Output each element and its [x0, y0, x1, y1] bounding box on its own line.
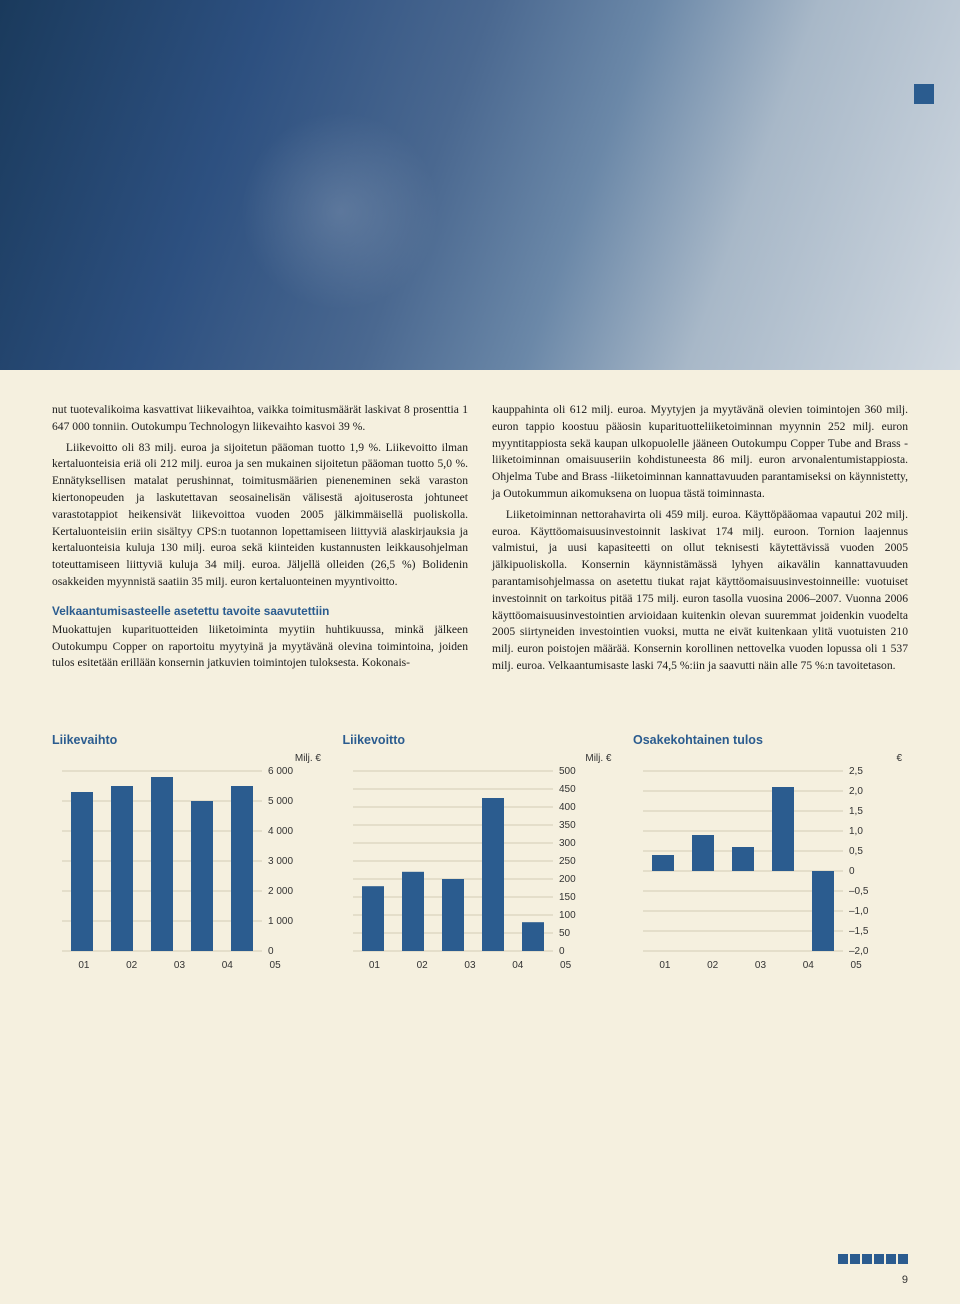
svg-text:1 000: 1 000	[268, 916, 293, 927]
chart-unit: €	[633, 753, 908, 764]
svg-text:50: 50	[559, 928, 571, 939]
svg-text:1,0: 1,0	[849, 826, 863, 837]
chart-x-labels: 0102030405	[633, 960, 908, 971]
svg-text:–0,5: –0,5	[849, 886, 869, 897]
paragraph: Muokattujen kuparituotteiden liiketoimin…	[52, 622, 468, 672]
page-number: 9	[902, 1274, 908, 1286]
subheading: Velkaantumisasteelle asetettu tavoite sa…	[52, 603, 468, 620]
svg-text:4 000: 4 000	[268, 826, 293, 837]
svg-text:3 000: 3 000	[268, 856, 293, 867]
paragraph: kauppahinta oli 612 milj. euroa. Myytyje…	[492, 402, 908, 503]
chart-x-labels: 0102030405	[52, 960, 327, 971]
svg-text:350: 350	[559, 820, 576, 831]
chart-title: Liikevoitto	[343, 733, 618, 747]
svg-text:–2,0: –2,0	[849, 946, 869, 956]
svg-text:0: 0	[849, 866, 855, 877]
chart-unit: Milj. €	[343, 753, 618, 764]
svg-text:2 000: 2 000	[268, 886, 293, 897]
charts-row: Liikevaihto Milj. € 0 1 000 2 000 3 000 4 00…	[0, 699, 960, 971]
svg-text:300: 300	[559, 838, 576, 849]
svg-text:1,5: 1,5	[849, 806, 863, 817]
svg-text:200: 200	[559, 874, 576, 885]
chart-liikevoitto: Liikevoitto Milj. € 0 50 100 150 200 250 300 35…	[343, 733, 618, 971]
left-column: nut tuotevalikoima kasvattivat liikevaih…	[52, 402, 468, 679]
svg-text:100: 100	[559, 910, 576, 921]
svg-text:–1,5: –1,5	[849, 926, 869, 937]
footer-decoration	[838, 1254, 908, 1264]
chart-svg: 0 1 000 2 000 3 000 4 000 5 000 6 000	[52, 766, 302, 956]
chart-osakekohtainen: Osakekohtainen tulos € –2,0 –1,5 –1,0 –0,5 0…	[633, 733, 908, 971]
paragraph: Liikevoitto oli 83 milj. euroa ja sijoit…	[52, 440, 468, 591]
chart-unit: Milj. €	[52, 753, 327, 764]
svg-text:6 000: 6 000	[268, 766, 293, 777]
svg-text:400: 400	[559, 802, 576, 813]
chart-svg: –2,0 –1,5 –1,0 –0,5 0 0,5 1,0 1,5 2,0 2,5	[633, 766, 883, 956]
svg-text:2,5: 2,5	[849, 766, 863, 777]
body-text-columns: nut tuotevalikoima kasvattivat liikevaih…	[0, 370, 960, 699]
svg-text:450: 450	[559, 784, 576, 795]
svg-text:150: 150	[559, 892, 576, 903]
chart-title: Liikevaihto	[52, 733, 327, 747]
svg-text:5 000: 5 000	[268, 796, 293, 807]
svg-text:250: 250	[559, 856, 576, 867]
header-photo	[0, 0, 960, 370]
chart-liikevaihto: Liikevaihto Milj. € 0 1 000 2 000 3 000 4 00…	[52, 733, 327, 971]
svg-text:500: 500	[559, 766, 576, 777]
chart-x-labels: 0102030405	[343, 960, 618, 971]
svg-text:0,5: 0,5	[849, 846, 863, 857]
svg-text:2,0: 2,0	[849, 786, 863, 797]
svg-text:0: 0	[268, 946, 274, 956]
paragraph: nut tuotevalikoima kasvattivat liikevaih…	[52, 402, 468, 436]
svg-text:–1,0: –1,0	[849, 906, 869, 917]
chart-svg: 0 50 100 150 200 250 300 350 400 450 500	[343, 766, 593, 956]
paragraph: Liiketoiminnan nettorahavirta oli 459 mi…	[492, 507, 908, 675]
chart-title: Osakekohtainen tulos	[633, 733, 908, 747]
accent-square	[914, 84, 934, 104]
svg-text:0: 0	[559, 946, 565, 956]
right-column: kauppahinta oli 612 milj. euroa. Myytyje…	[492, 402, 908, 679]
